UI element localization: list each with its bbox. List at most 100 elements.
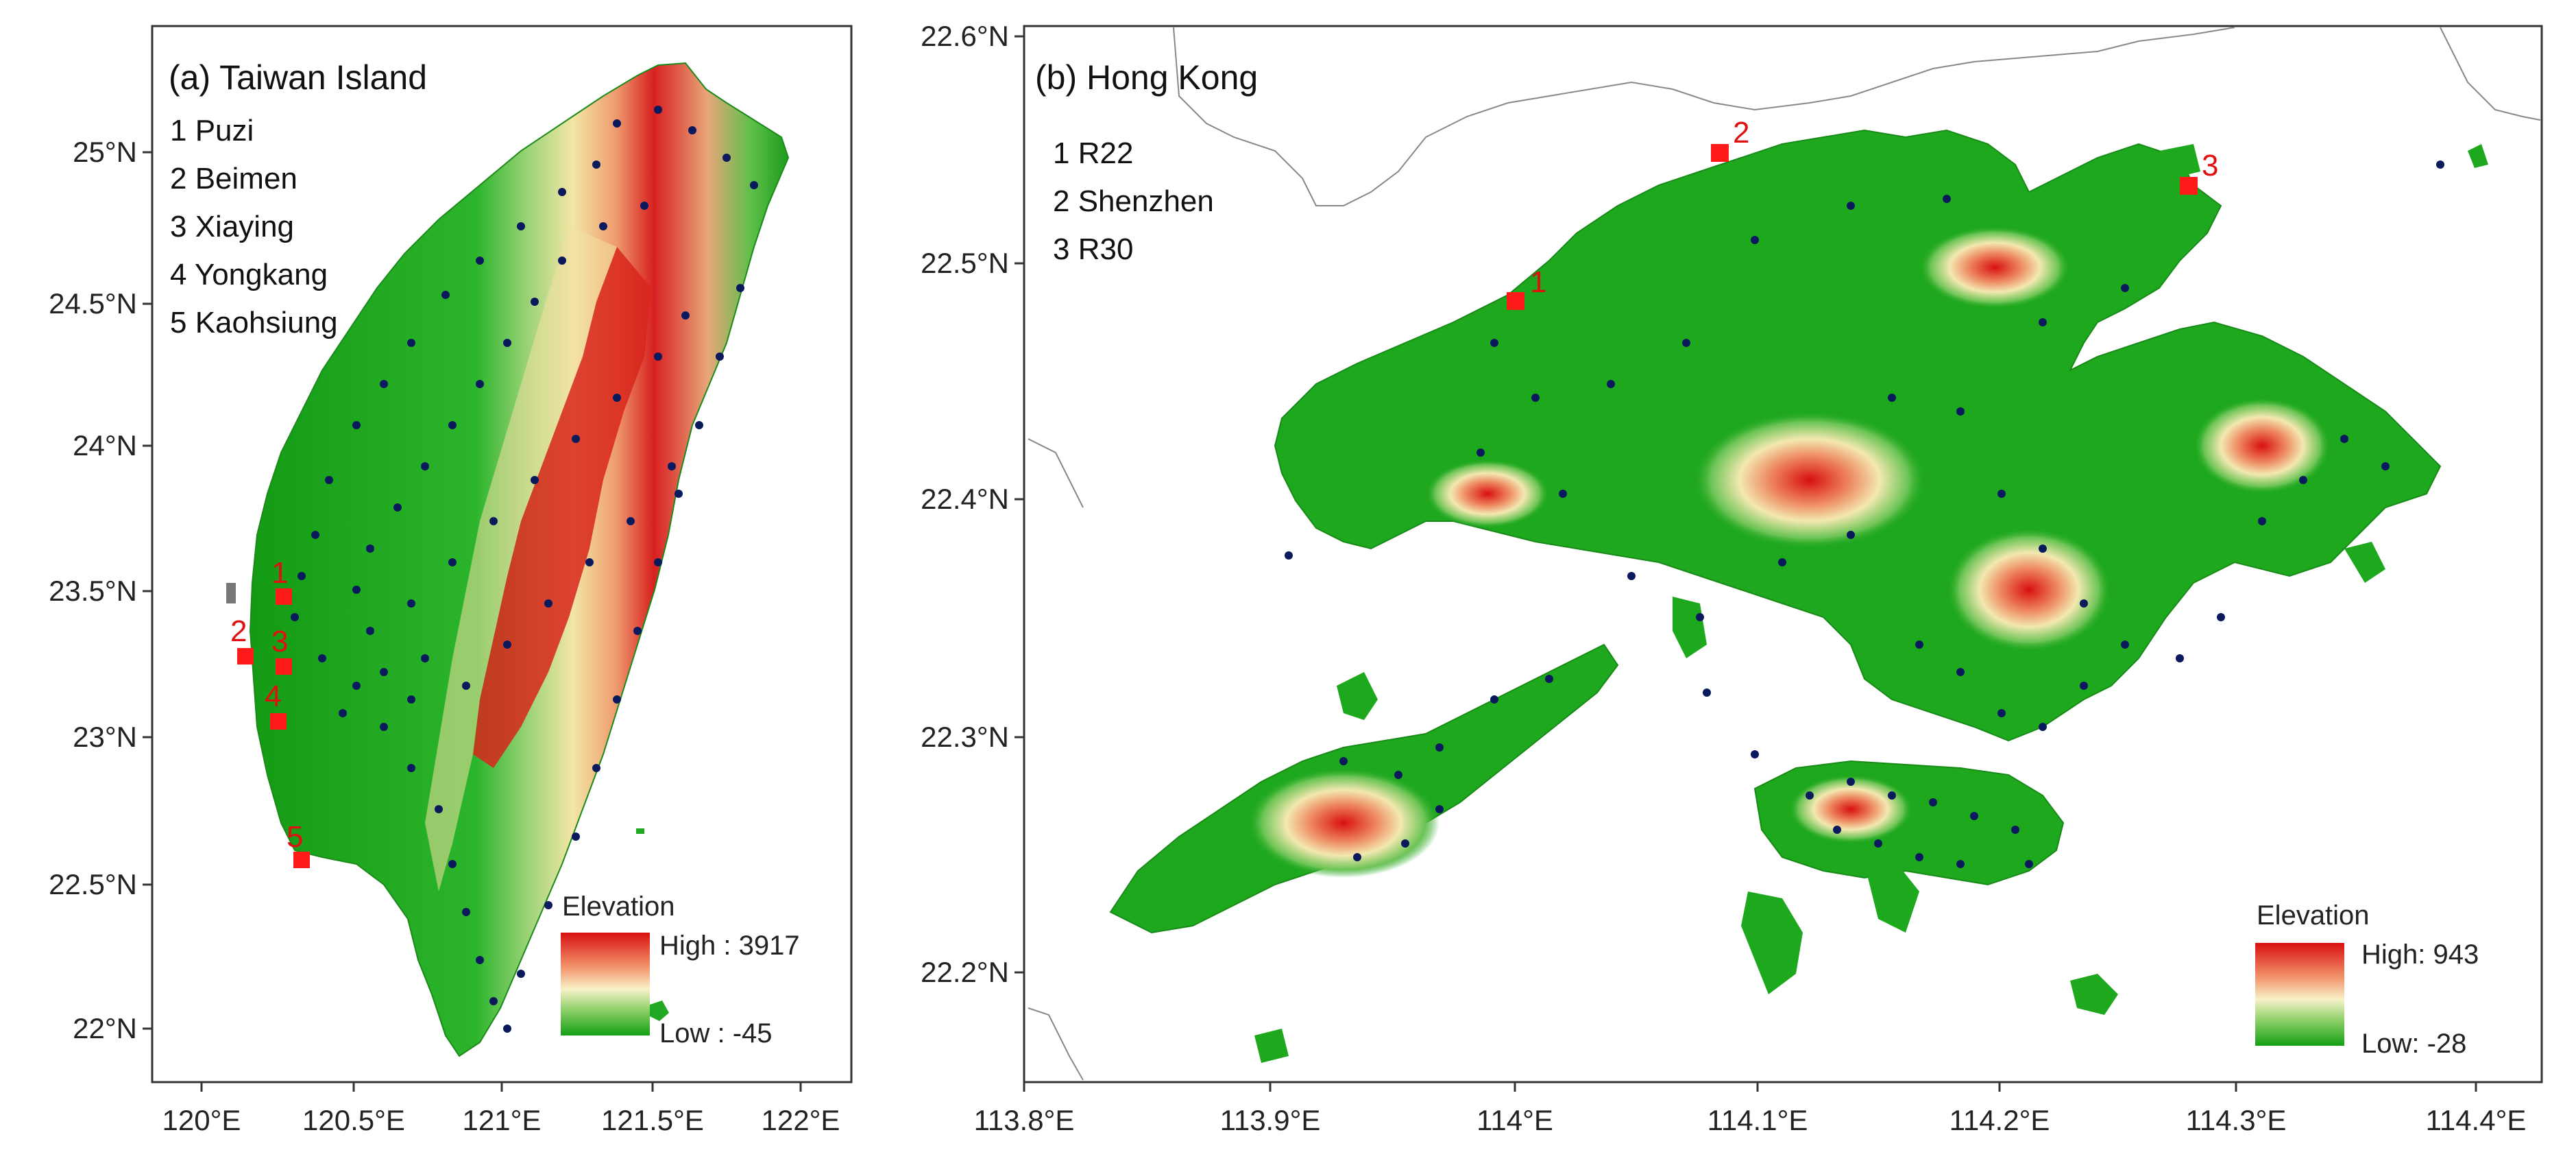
rain-gauge-dot <box>1956 407 1965 416</box>
rain-gauge-dot <box>654 106 662 114</box>
station-number-2: 2 <box>230 614 247 648</box>
rain-gauge-dot <box>558 256 566 265</box>
station-marker-2 <box>1711 144 1729 162</box>
small-island-4 <box>1254 1029 1289 1063</box>
rain-gauge-dot <box>517 222 525 230</box>
panel-b-x-axis: 113.8°E 113.9°E 114°E 114.1°E 114.2°E 114.3°E… <box>974 1082 2526 1136</box>
panel-a-x-tick-label: 120°E <box>162 1104 241 1136</box>
rain-gauge-dot <box>1888 791 1896 800</box>
station-marker-4 <box>270 713 287 730</box>
rain-gauge-dot <box>1490 339 1498 347</box>
rain-gauge-dot <box>476 956 484 964</box>
rain-gauge-dot <box>1970 812 1978 820</box>
rain-gauge-dot <box>352 682 361 690</box>
rain-gauge-dot <box>736 284 744 292</box>
panel-b-x-tick-label: 114.3°E <box>2186 1104 2287 1136</box>
panel-a-station-3-label: 3 Xiaying <box>170 210 294 243</box>
west-islet <box>226 583 236 603</box>
rain-gauge-dot <box>407 764 415 772</box>
rain-gauge-dots <box>1285 160 2444 868</box>
rain-gauge-dot <box>2121 284 2129 292</box>
rain-gauge-dot <box>558 188 566 196</box>
lamma-island <box>1741 891 1803 994</box>
relief-pat-sin-leng <box>1919 226 2070 309</box>
rain-gauge-dot <box>1696 613 1704 621</box>
green-island <box>648 1001 669 1021</box>
boundary-line-sw <box>1028 1007 1084 1081</box>
rain-gauge-dot <box>489 997 498 1005</box>
panel-a-station-2-label: 2 Beimen <box>170 162 297 195</box>
rain-gauge-dot <box>2436 160 2444 169</box>
boundary-line <box>1173 27 2235 206</box>
rain-gauge-dot <box>531 476 539 484</box>
station-number-1: 1 <box>271 556 288 590</box>
station-marker-1 <box>276 588 292 605</box>
rain-gauge-dot <box>1929 798 1937 806</box>
panel-b: 1 2 3 (b) Hong Kong 1 R22 2 Shenzhen 3 R… <box>921 20 2543 1136</box>
rain-gauge-dot <box>627 517 635 525</box>
panel-a-x-tick-label: 121°E <box>463 1104 542 1136</box>
rain-gauge-dot <box>2299 476 2307 484</box>
rain-gauge-dot <box>2025 860 2033 868</box>
rain-gauge-dot <box>2080 682 2088 690</box>
station-number-1: 1 <box>1530 265 1546 299</box>
relief-ma-on-shan <box>1947 528 2111 651</box>
rain-gauge-dot <box>421 462 429 470</box>
rain-gauge-dot <box>544 901 552 909</box>
rain-gauge-dot <box>448 421 457 429</box>
east-islet <box>636 828 644 834</box>
panel-a-x-axis: 120°E 120.5°E 121°E 121.5°E 122°E <box>162 1082 840 1136</box>
small-island-2 <box>1673 597 1707 658</box>
rain-gauge-dot <box>318 654 326 662</box>
station-marker-1 <box>1507 292 1524 310</box>
panel-b-x-tick-label: 113.9°E <box>1220 1104 1321 1136</box>
elevation-legend-title: Elevation <box>2257 900 2370 931</box>
rain-gauge-dot <box>1682 339 1690 347</box>
elevation-low-label: Low: -28 <box>2361 1029 2466 1059</box>
rain-gauge-dot <box>380 380 388 388</box>
rain-gauge-dot <box>688 126 696 134</box>
rain-gauge-dot <box>1490 695 1498 704</box>
rain-gauge-dot <box>1778 558 1786 566</box>
panel-a-y-tick-label: 23°N <box>73 721 137 753</box>
rain-gauge-dot <box>297 572 306 580</box>
rain-gauge-dot <box>352 421 361 429</box>
elevation-high-label: High: 943 <box>2361 939 2479 970</box>
rain-gauge-dot <box>2121 640 2129 649</box>
rain-gauge-dot <box>489 517 498 525</box>
panel-b-x-tick-label: 114.2°E <box>1949 1104 2050 1136</box>
rain-gauge-dot <box>291 613 299 621</box>
rain-gauge-dot <box>572 832 580 841</box>
panel-a: 1 2 3 4 5 (a) Taiwan Island 1 Puzi 2 Bei… <box>49 25 853 1136</box>
rain-gauge-dot <box>654 558 662 566</box>
station-number-3: 3 <box>271 625 288 658</box>
rain-gauge-dot <box>1394 771 1402 779</box>
small-island-3 <box>2070 974 2118 1015</box>
rain-gauge-dot <box>1353 853 1361 861</box>
rain-gauge-dot <box>1956 860 1965 868</box>
rain-gauge-dot <box>1435 805 1444 813</box>
rain-gauge-dot <box>339 709 347 717</box>
rain-gauge-dot <box>1751 750 1759 758</box>
rain-gauge-dot <box>2381 462 2390 470</box>
rain-gauge-dot <box>633 627 642 635</box>
rain-gauge-dot <box>613 394 621 402</box>
rain-gauge-dot <box>1915 640 1923 649</box>
panel-a-y-tick-label: 23.5°N <box>49 575 137 607</box>
rain-gauge-dot <box>572 435 580 443</box>
rain-gauge-dot <box>366 627 374 635</box>
station-marker-5 <box>293 852 310 868</box>
panel-a-y-tick-label: 24°N <box>73 429 137 462</box>
rain-gauge-dot <box>668 462 676 470</box>
rain-gauge-dot <box>448 860 457 868</box>
rain-gauge-dot <box>441 291 450 299</box>
rain-gauge-dot <box>1751 236 1759 244</box>
elevation-colorbar <box>561 933 650 1035</box>
rain-gauge-dot <box>517 970 525 978</box>
rain-gauge-dot <box>2176 654 2184 662</box>
panel-b-y-tick-label: 22.5°N <box>921 247 1009 279</box>
panel-b-y-tick-label: 22.2°N <box>921 956 1009 988</box>
rain-gauge-dot <box>380 668 388 676</box>
rain-gauge-dot <box>640 202 648 210</box>
rain-gauge-dot <box>1888 394 1896 402</box>
